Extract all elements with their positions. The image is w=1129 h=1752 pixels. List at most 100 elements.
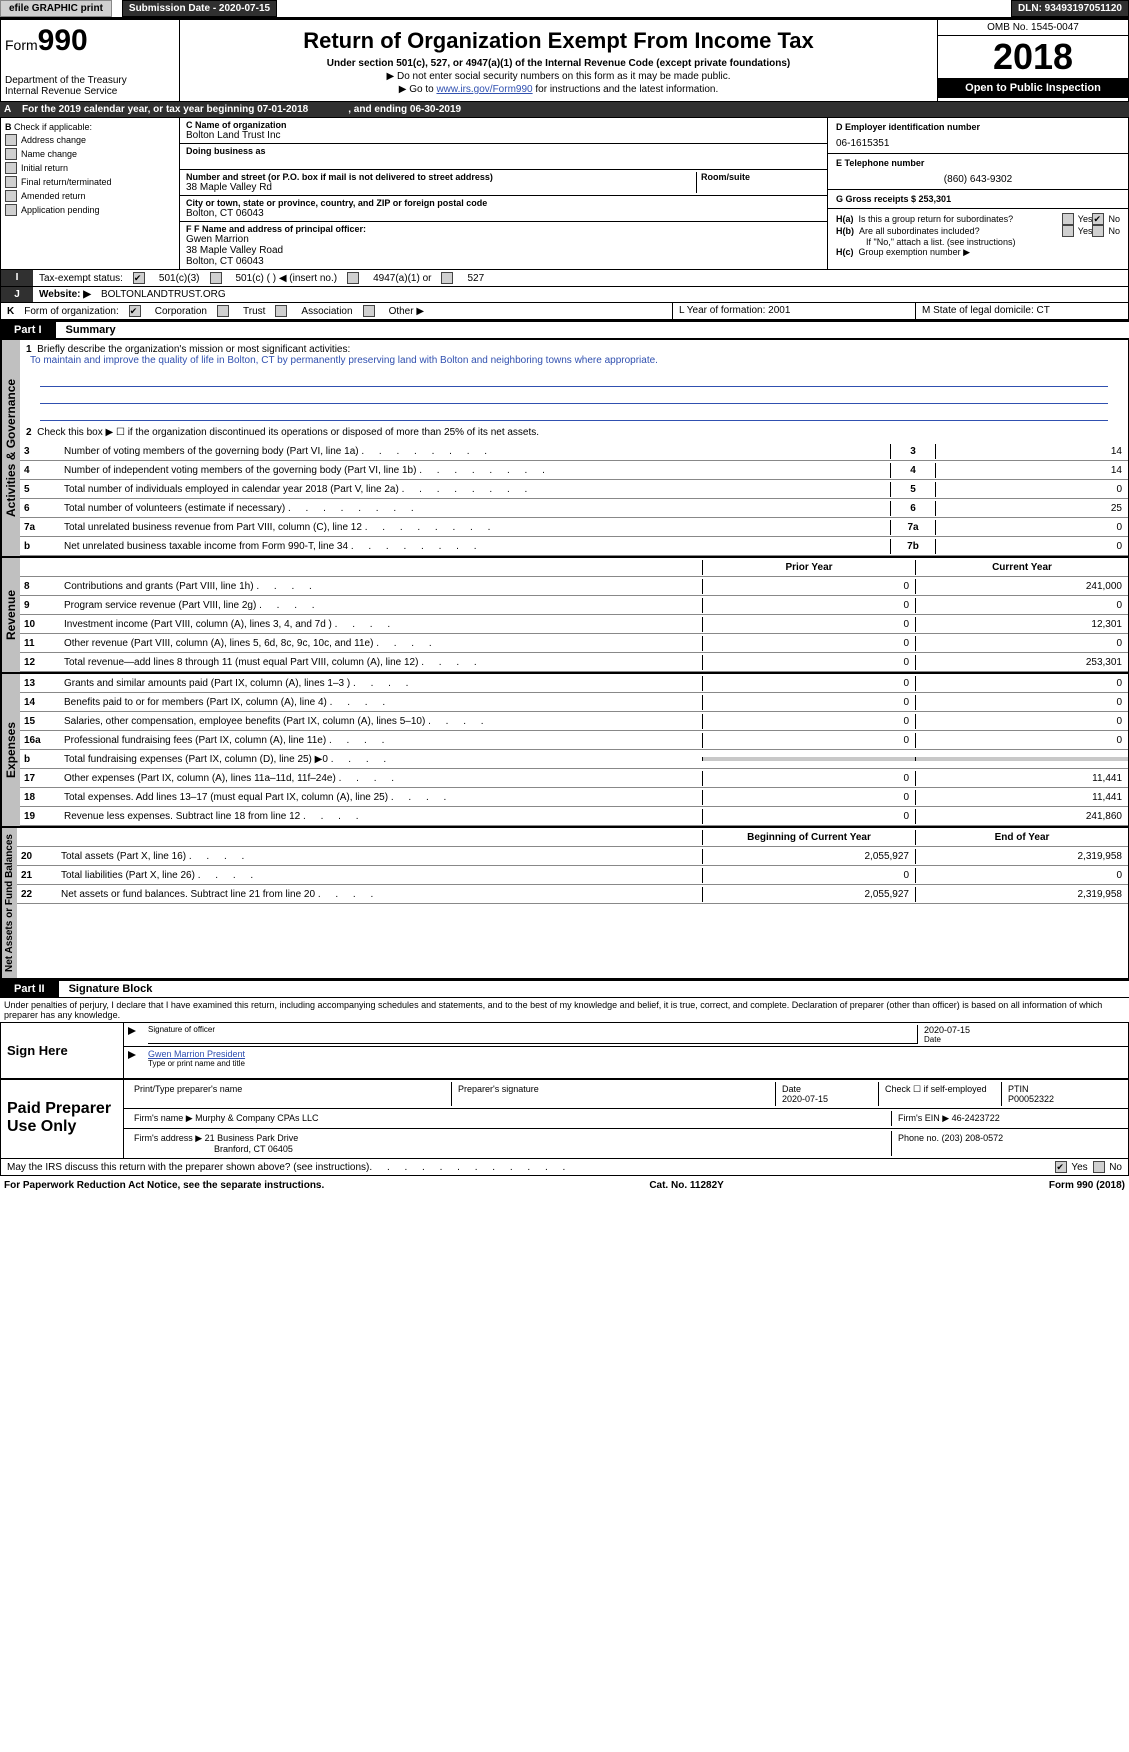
k-label: Form of organization:	[24, 306, 119, 317]
irs-link[interactable]: www.irs.gov/Form990	[436, 84, 532, 95]
table-row: 10Investment income (Part VIII, column (…	[20, 615, 1128, 634]
section-b: B Check if applicable: Address change Na…	[0, 117, 1129, 270]
form-title: Return of Organization Exempt From Incom…	[190, 28, 927, 54]
ha-yes[interactable]	[1062, 213, 1074, 225]
vlabel-revenue: Revenue	[1, 558, 20, 672]
firm-name-label: Firm's name ▶	[134, 1113, 193, 1123]
table-row: 22Net assets or fund balances. Subtract …	[17, 885, 1128, 904]
org-address: 38 Maple Valley Rd	[186, 182, 696, 193]
table-row: 3Number of voting members of the governi…	[20, 442, 1128, 461]
c-label: C Name of organization	[186, 120, 821, 130]
instr-ssn: ▶ Do not enter social security numbers o…	[190, 71, 927, 82]
table-row: 5Total number of individuals employed in…	[20, 480, 1128, 499]
row-klm: K Form of organization: Corporation Trus…	[0, 303, 1129, 320]
form-num: 990	[38, 24, 88, 57]
table-row: 4Number of independent voting members of…	[20, 461, 1128, 480]
arrow-icon	[128, 1027, 136, 1035]
q2-label: Check this box ▶ ☐ if the organization d…	[37, 427, 539, 438]
firm-phone-label: Phone no.	[898, 1133, 939, 1143]
netassets-table: Net Assets or Fund Balances Beginning of…	[0, 827, 1129, 979]
instr-link-line: ▶ Go to www.irs.gov/Form990 for instruct…	[190, 84, 927, 95]
chk-assoc[interactable]	[275, 305, 287, 317]
chk-address[interactable]: Address change	[5, 134, 175, 146]
table-row: 17Other expenses (Part IX, column (A), l…	[20, 769, 1128, 788]
sign-here-label: Sign Here	[1, 1023, 124, 1078]
footer-left: For Paperwork Reduction Act Notice, see …	[4, 1180, 324, 1191]
table-row: 7aTotal unrelated business revenue from …	[20, 518, 1128, 537]
table-row: 6Total number of volunteers (estimate if…	[20, 499, 1128, 518]
mission-text: To maintain and improve the quality of l…	[26, 355, 662, 366]
governance-table: Activities & Governance 1 Briefly descri…	[0, 339, 1129, 557]
i-label: Tax-exempt status:	[39, 273, 123, 284]
table-row: 15Salaries, other compensation, employee…	[20, 712, 1128, 731]
website: BOLTONLANDTRUST.ORG	[101, 289, 226, 300]
header-right: OMB No. 1545-0047 2018 Open to Public In…	[937, 20, 1128, 101]
chk-pending[interactable]: Application pending	[5, 204, 175, 216]
chk-amended[interactable]: Amended return	[5, 190, 175, 202]
hb-no[interactable]	[1092, 225, 1104, 237]
hb-yes[interactable]	[1062, 225, 1074, 237]
table-row: 19Revenue less expenses. Subtract line 1…	[20, 807, 1128, 826]
discuss-row: May the IRS discuss this return with the…	[0, 1159, 1129, 1176]
hdr-current: Current Year	[915, 560, 1128, 575]
col-b-mid: C Name of organization Bolton Land Trust…	[180, 118, 827, 269]
chk-other[interactable]	[363, 305, 375, 317]
sign-here-section: Sign Here Signature of officer 2020-07-1…	[0, 1022, 1129, 1079]
discuss-yes[interactable]	[1055, 1161, 1067, 1173]
chk-501c3[interactable]	[133, 272, 145, 284]
prep-date-label: Date	[782, 1084, 872, 1094]
chk-corp[interactable]	[129, 305, 141, 317]
chk-501c[interactable]	[210, 272, 222, 284]
f-label: F Name and address of principal officer:	[194, 224, 366, 234]
q1-label: Briefly describe the organization's miss…	[37, 344, 350, 355]
hdr-prior: Prior Year	[702, 560, 915, 575]
dba-label: Doing business as	[186, 146, 821, 156]
omb-number: OMB No. 1545-0047	[938, 20, 1128, 36]
hdr-end: End of Year	[915, 830, 1128, 845]
revenue-table: Revenue Prior Year Current Year 8Contrib…	[0, 557, 1129, 673]
prep-sig-label: Preparer's signature	[458, 1084, 769, 1094]
paid-label: Paid Preparer Use Only	[1, 1080, 124, 1158]
check-self[interactable]: Check ☐ if self-employed	[879, 1082, 1002, 1106]
ptin-label: PTIN	[1008, 1084, 1118, 1094]
addr-label: Number and street (or P.O. box if mail i…	[186, 172, 696, 182]
col-b-right: D Employer identification number 06-1615…	[827, 118, 1128, 269]
chk-trust[interactable]	[217, 305, 229, 317]
table-row: bNet unrelated business taxable income f…	[20, 537, 1128, 556]
discuss-label: May the IRS discuss this return with the…	[7, 1162, 369, 1173]
city-label: City or town, state or province, country…	[186, 198, 821, 208]
chk-initial[interactable]: Initial return	[5, 162, 175, 174]
table-row: 11Other revenue (Part VIII, column (A), …	[20, 634, 1128, 653]
e-label: E Telephone number	[836, 158, 1120, 168]
instr2-suffix: for instructions and the latest informat…	[535, 84, 718, 95]
chk-name[interactable]: Name change	[5, 148, 175, 160]
firm-ein: 46-2423722	[952, 1113, 1000, 1123]
discuss-no[interactable]	[1093, 1161, 1105, 1173]
open-public-badge: Open to Public Inspection	[938, 78, 1128, 98]
type-name-label: Type or print name and title	[148, 1059, 1124, 1068]
sig-date: 2020-07-15	[924, 1025, 1124, 1035]
vlabel-expenses: Expenses	[1, 674, 20, 826]
chk-final[interactable]: Final return/terminated	[5, 176, 175, 188]
part2-tab: Part II	[0, 981, 59, 997]
dept-treasury: Department of the Treasury Internal Reve…	[5, 75, 175, 97]
hb-label: Are all subordinates included?	[859, 226, 1062, 236]
efile-button[interactable]: efile GRAPHIC print	[0, 0, 112, 17]
form-prefix: Form	[5, 37, 38, 53]
row-i: I Tax-exempt status: 501(c)(3) 501(c) ( …	[0, 270, 1129, 287]
chk-527[interactable]	[441, 272, 453, 284]
ha-no[interactable]	[1092, 213, 1104, 225]
firm-addr1: 21 Business Park Drive	[205, 1133, 299, 1143]
form-header: Form990 Department of the Treasury Inter…	[0, 19, 1129, 102]
chk-4947[interactable]	[347, 272, 359, 284]
phone: (860) 643-9302	[836, 174, 1120, 185]
room-label: Room/suite	[701, 172, 821, 182]
row-j: J Website: ▶ BOLTONLANDTRUST.ORG	[0, 287, 1129, 303]
expenses-table: Expenses 13Grants and similar amounts pa…	[0, 673, 1129, 827]
top-bar: efile GRAPHIC print Submission Date - 20…	[0, 0, 1129, 19]
m-domicile: M State of legal domicile: CT	[916, 303, 1128, 319]
row-a-begin: For the 2019 calendar year, or tax year …	[22, 104, 308, 115]
d-label: D Employer identification number	[836, 122, 1120, 132]
ein: 06-1615351	[836, 138, 1120, 149]
firm-addr2: Branford, CT 06405	[214, 1144, 293, 1154]
